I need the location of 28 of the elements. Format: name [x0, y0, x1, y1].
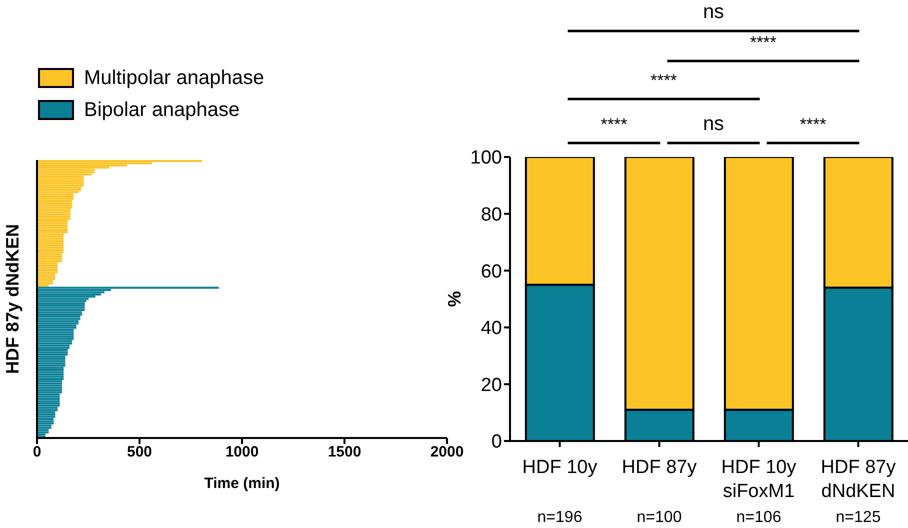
x-axis-title: Time (min) [204, 475, 280, 492]
x-tick-label: 1000 [225, 444, 259, 461]
y-tick-label: 100 [470, 148, 502, 169]
x-tick-label: 500 [126, 444, 152, 461]
text: **** [650, 71, 678, 90]
legend-label: Bipolar anaphase [84, 98, 240, 122]
x-tick-label: HDF 87y [622, 457, 698, 478]
x-tick-label: HDF 10y [522, 457, 598, 478]
text: **** [800, 115, 827, 134]
x-tick-label: HDF 87y dNdKEN [820, 457, 896, 502]
x-tick-label: 1500 [328, 444, 362, 461]
text: **** [600, 115, 628, 134]
x-tick-label: 0 [32, 444, 42, 461]
y-tick-label: 20 [480, 374, 502, 396]
text: n=196 [537, 509, 582, 526]
text: n=106 [736, 509, 782, 526]
text: ns [702, 1, 724, 23]
text: **** [750, 33, 777, 52]
y-tick-label: 40 [480, 318, 502, 340]
y-axis-title: % [444, 290, 464, 308]
legend-label: Multipolar anaphase [84, 66, 264, 90]
x-tick-label: HDF 10y siFoxM1 [721, 457, 797, 502]
x-tick-label: 2000 [430, 444, 464, 461]
text: n=125 [836, 509, 881, 526]
text: n=100 [636, 509, 682, 526]
y-tick-label: 60 [480, 261, 502, 282]
text: ns [702, 113, 724, 135]
y-tick-label: 80 [480, 204, 502, 226]
